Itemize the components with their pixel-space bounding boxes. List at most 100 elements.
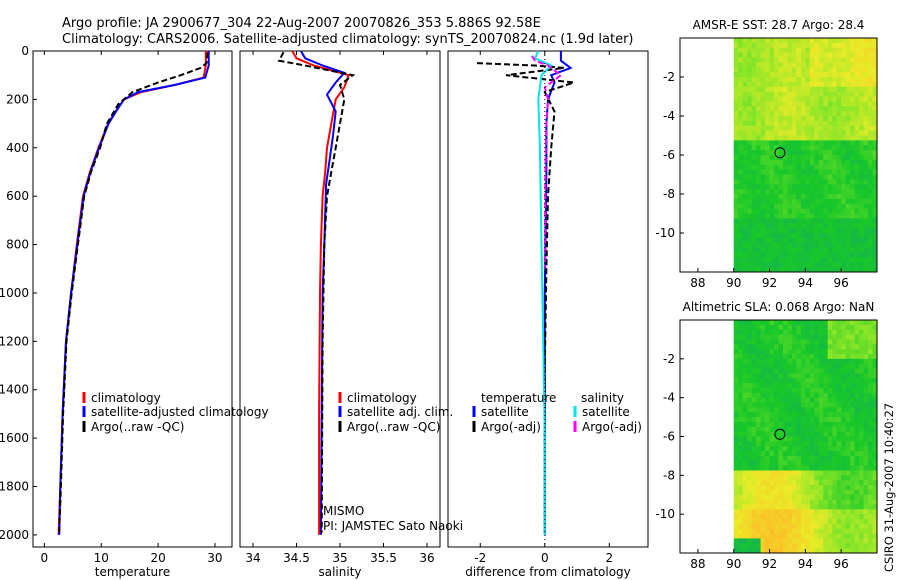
sla-map-cell	[791, 465, 797, 471]
sst-map-cell	[796, 96, 802, 102]
sla-map-cell	[800, 334, 806, 340]
sst-map-cell	[778, 52, 784, 58]
sla-map-cell	[751, 470, 757, 476]
sst-map-cell	[778, 57, 784, 63]
sst-map-cell	[791, 159, 797, 166]
sla-map-cell	[836, 455, 842, 462]
sst-map-cell	[850, 150, 856, 156]
sla-map-cell	[742, 378, 748, 384]
sst-map-cell	[774, 252, 779, 258]
sst-map-cell	[738, 101, 744, 107]
sla-map-cell	[796, 329, 802, 335]
sla-map-cell	[818, 431, 824, 437]
sla-map-cell	[778, 441, 784, 447]
sla-map-cell	[791, 378, 797, 384]
sst-map-cell	[778, 140, 784, 146]
sst-map-cell	[787, 81, 793, 88]
sla-map-cell	[818, 465, 824, 471]
sst-map-cell	[854, 213, 860, 219]
sst-map-cell	[818, 198, 824, 205]
sla-map-cell	[823, 417, 829, 423]
sst-map-cell	[836, 42, 842, 49]
sla-map-cell	[742, 436, 748, 442]
sst-map-cell	[751, 213, 757, 219]
sst-map-cell	[800, 111, 806, 117]
sst-map-cell	[872, 67, 878, 73]
sst-map-cell	[805, 228, 811, 234]
sla-map-cell	[774, 475, 779, 481]
sla-map-cell	[832, 475, 838, 481]
sla-map-cell	[836, 470, 842, 476]
salinity-chart: 34 34.5 35 35.5 36salinityclimatologysatelli…	[239, 50, 463, 579]
sla-map-cell	[841, 441, 847, 447]
sla-map-cell	[733, 368, 739, 374]
sla-map-cell	[800, 421, 806, 428]
sla-map-cell	[854, 455, 860, 462]
sla-map-ytick-label: -10	[655, 507, 675, 521]
sst-map-cell	[738, 198, 744, 205]
sst-map-cell	[787, 218, 793, 224]
sst-map-cell	[782, 247, 788, 253]
sst-map-cell	[800, 164, 806, 171]
sla-map-cell	[832, 387, 838, 394]
sst-map-cell	[738, 140, 744, 146]
sst-map-cell	[782, 233, 788, 239]
sla-map-cell	[850, 363, 856, 369]
sla-map-cell	[800, 441, 806, 447]
sst-map-cell	[823, 242, 829, 249]
sla-map-cell	[769, 363, 775, 369]
sla-map-cell	[796, 412, 802, 418]
sst-map-cell	[733, 194, 739, 200]
sla-map-cell	[782, 353, 788, 360]
sla-map-cell	[818, 436, 824, 442]
sla-map-cell	[765, 412, 770, 418]
sst-map-cell	[845, 150, 851, 156]
sla-map-cell	[827, 421, 833, 428]
sst-map-cell	[845, 116, 851, 122]
sla-map-cell	[791, 543, 797, 549]
sla-map-cell	[747, 397, 753, 403]
sla-map-cell	[747, 548, 753, 554]
sla-map-cell	[747, 392, 753, 399]
sst-map-cell	[805, 62, 811, 68]
sst-map-cell	[791, 67, 797, 73]
salinity-legend-item: satellite adj. clim.	[347, 405, 453, 419]
sst-map-cell	[751, 203, 757, 210]
sst-map-cell	[805, 91, 811, 97]
sla-map-cell	[863, 504, 869, 510]
sst-map-cell	[787, 247, 793, 253]
sst-map-cell	[800, 257, 806, 263]
sla-map-cell	[747, 523, 753, 530]
sst-map-cell	[845, 228, 851, 234]
sst-map-cell	[791, 57, 797, 63]
sst-map-cell	[774, 72, 779, 78]
sst-map-cell	[769, 52, 775, 58]
sla-map-cell	[850, 523, 856, 530]
sla-map-cell	[854, 426, 860, 433]
sla-map-cell	[760, 470, 766, 476]
sst-map-cell	[814, 47, 820, 54]
sla-map-cell	[796, 455, 802, 462]
sst-map-cell	[782, 237, 788, 244]
sst-map-cell	[782, 208, 788, 214]
sla-map-cell	[760, 358, 766, 365]
sst-map-cell	[845, 242, 851, 249]
sla-map-cell	[751, 329, 757, 335]
sst-map-cell	[796, 194, 802, 200]
sst-map-cell	[765, 164, 770, 171]
sla-map-cell	[823, 426, 829, 433]
sla-map-cell	[742, 407, 748, 413]
sla-map-cell	[760, 436, 766, 442]
sla-map-cell	[841, 392, 847, 399]
sst-map-cell	[747, 77, 753, 83]
sst-map-cell	[782, 155, 788, 161]
sla-map-cell	[854, 446, 860, 452]
sla-map-cell	[859, 324, 864, 331]
sla-map-cell	[751, 426, 757, 433]
sla-map-cell	[818, 528, 824, 534]
sst-map-cell	[832, 125, 838, 132]
sst-map-cell	[841, 81, 847, 88]
sla-map-cell	[805, 460, 811, 467]
sla-map-cell	[778, 383, 784, 389]
sla-map-cell	[738, 363, 744, 369]
